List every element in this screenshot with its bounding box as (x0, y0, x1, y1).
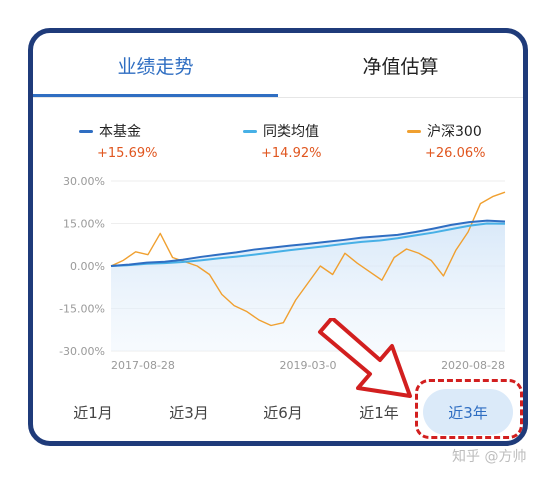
y-tick-label: 15.00% (63, 218, 105, 231)
arrow-icon (318, 318, 412, 398)
series-line-fund (110, 219, 506, 267)
x-tick-label: 2020-08-28 (441, 359, 505, 372)
legend-label-csi300: 沪深300 (427, 124, 482, 140)
legend-swatch-category-avg (243, 129, 257, 133)
highlight-dashed-box (415, 379, 523, 439)
tab-divider (33, 97, 523, 98)
legend-value-category-avg: +14.92% (261, 146, 322, 161)
tab-performance-trend[interactable]: 业绩走势 (117, 55, 194, 78)
period-selector: 近1月 近3月 近6月 近1年 近3年 (33, 389, 523, 435)
y-tick-label: 30.00% (63, 175, 105, 188)
y-tick-label: -30.00% (59, 345, 105, 358)
legend-item-csi300: 沪深300 +26.06% (407, 121, 485, 161)
legend-label-category-avg: 同类均值 (263, 124, 319, 140)
tab-nav-estimate[interactable]: 净值估算 (362, 55, 439, 78)
annotation-arrow (318, 318, 412, 398)
legend-item-category-avg: 同类均值 +14.92% (243, 121, 321, 161)
x-tick-label: 2017-08-28 (111, 359, 175, 372)
series-line-category-avg (110, 222, 506, 267)
fund-performance-card: 业绩走势 净值估算 本基金 +15.69% 同类均值 +14.92% 沪深300… (28, 28, 528, 446)
legend-swatch-csi300 (407, 129, 421, 133)
chart-legend: 本基金 +15.69% 同类均值 +14.92% 沪深300 +26.06% (33, 121, 523, 165)
period-1-year[interactable]: 近1年 (359, 403, 399, 422)
period-1-month[interactable]: 近1月 (73, 403, 113, 422)
tab-bar: 业绩走势 净值估算 (33, 33, 523, 98)
watermark: 知乎 @方帅 (452, 449, 527, 465)
period-3-months[interactable]: 近3月 (169, 403, 209, 422)
legend-label-fund: 本基金 (99, 124, 141, 140)
performance-line-chart: 30.00% 15.00% 0.00% -15.00% -30.00% 2017-08-… (59, 175, 506, 372)
legend-value-fund: +15.69% (97, 146, 158, 161)
period-3-years[interactable]: 近3年 (423, 389, 513, 435)
series-line-csi300 (110, 191, 506, 327)
y-tick-label: 0.00% (70, 260, 105, 273)
y-tick-label: -15.00% (59, 303, 105, 316)
period-6-months[interactable]: 近6月 (263, 403, 303, 422)
legend-swatch-fund (79, 129, 93, 133)
legend-value-csi300: +26.06% (425, 146, 486, 161)
active-tab-indicator (33, 94, 278, 97)
fund-area-fill (111, 220, 505, 351)
x-tick-label: 2019-03-0 (280, 359, 337, 372)
legend-item-fund: 本基金 +15.69% (79, 121, 157, 161)
